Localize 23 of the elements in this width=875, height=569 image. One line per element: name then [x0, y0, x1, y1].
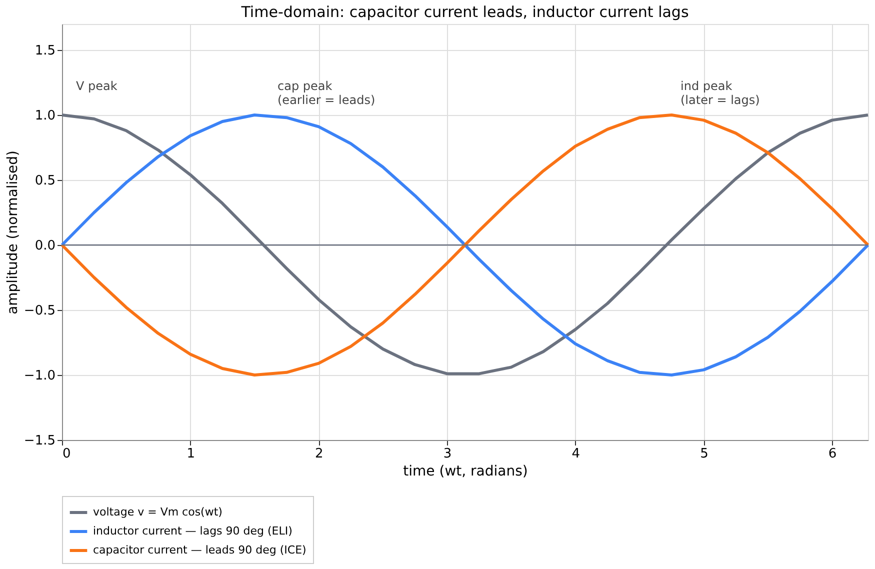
annotation: cap peak (earlier = leads) — [278, 79, 376, 107]
y-tick-label: 1.5 — [34, 44, 56, 58]
annotation: ind peak (later = lags) — [680, 79, 760, 107]
x-tick-label: 0 — [62, 446, 71, 462]
y-tick-label: 0.0 — [34, 238, 56, 254]
y-tick-label: 1.0 — [34, 108, 56, 124]
y-axis-title: amplitude (normalised) — [4, 150, 21, 314]
legend-label: voltage v = Vm cos(wt) — [93, 506, 222, 518]
x-tick-label: 5 — [700, 446, 708, 462]
annotation: V peak — [76, 79, 118, 93]
x-tick-label: 6 — [828, 446, 837, 462]
y-tick-label: 0.5 — [34, 174, 56, 188]
legend-label: inductor current — lags 90 deg (ELI) — [93, 524, 292, 538]
y-tick-label: −0.5 — [24, 304, 56, 318]
chart-title: Time-domain: capacitor current leads, inductor current lags — [240, 3, 689, 21]
x-tick-label: 2 — [315, 446, 324, 462]
x-tick-label: 3 — [443, 446, 452, 462]
y-tick-label: −1.5 — [24, 434, 56, 448]
x-tick-label: 4 — [572, 446, 580, 462]
y-tick-label: −1.0 — [24, 368, 56, 384]
legend-label: capacitor current — leads 90 deg (ICE) — [93, 544, 306, 556]
x-axis-title: time (wt, radians) — [403, 464, 528, 480]
x-tick-label: 1 — [186, 446, 195, 462]
